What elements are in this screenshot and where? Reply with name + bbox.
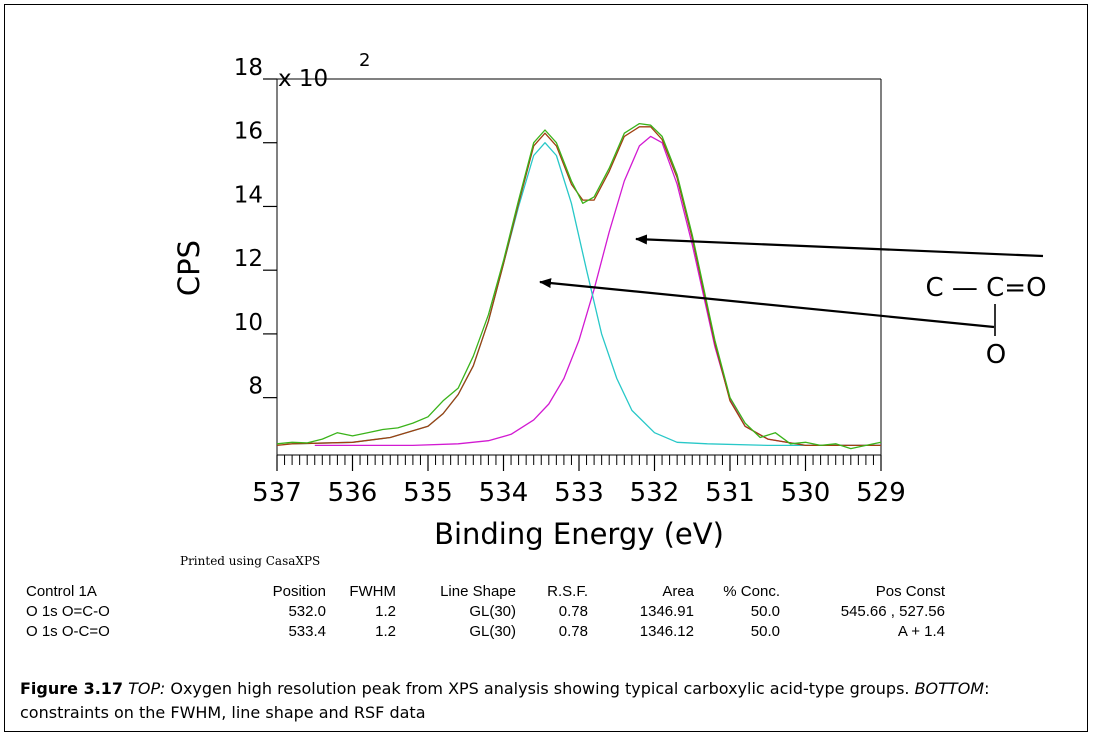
caption-bottom-word: BOTTOM: [914, 679, 985, 698]
table-cell: GL(30): [469, 602, 516, 620]
table-cell: 50.0: [750, 602, 780, 620]
x-tick-label: 537: [252, 478, 302, 508]
table-cell: O 1s O=C-O: [26, 602, 110, 620]
table-cell: 532.0: [288, 602, 326, 620]
table-cell: 0.78: [558, 622, 588, 640]
x-tick-label: 533: [554, 478, 604, 508]
arrow-to-532-peak: [635, 234, 1044, 258]
x-tick-label: 530: [781, 478, 831, 508]
caption-top-text: Oxygen high resolution peak from XPS ana…: [165, 679, 915, 698]
caption-label: Figure 3.17: [20, 679, 124, 698]
x-tick-label: 536: [328, 478, 378, 508]
peak-table: Control 1A Position FWHM Line Shape R.S.…: [26, 581, 945, 641]
table-cell: 1.2: [375, 622, 396, 640]
table-header-cell: Pos Const: [875, 582, 945, 600]
series-line-1: [292, 142, 881, 447]
table-header-cell: Line Shape: [440, 582, 516, 600]
series-layer: [276, 122, 882, 450]
x-major-ticks: 537 536 535 534 533 532 531 530 529: [252, 455, 906, 508]
y-major-ticks: 18 16 14 12 10 8: [234, 55, 277, 400]
series-line-0: [314, 135, 881, 447]
arrow-to-533-peak: [539, 278, 995, 329]
table-cell: GL(30): [469, 622, 516, 640]
table-cell: 545.66 , 527.56: [840, 602, 945, 620]
x-tick-label: 535: [403, 478, 453, 508]
plot-area: [276, 78, 882, 456]
y-tick-label: 16: [234, 119, 263, 145]
table-header-cell: Control 1A: [26, 582, 97, 600]
y-multiplier-exponent: 2: [359, 50, 370, 71]
table-header-cell: Area: [662, 582, 694, 600]
structure-label-o: O: [986, 340, 1006, 370]
y-tick-label: 18: [234, 55, 263, 81]
caption-top-word: TOP:: [128, 679, 166, 698]
xps-chart: 537 536 535 534 533 532 531 530 529 18161412108 …: [172, 50, 1047, 551]
structure-label-c-c-o: C — C=O: [925, 273, 1046, 303]
x-tick-label: 531: [705, 478, 755, 508]
table-header-cell: FWHM: [349, 582, 396, 600]
y-multiplier: x 10: [278, 66, 328, 92]
table-cell: 0.78: [558, 602, 588, 620]
y-tick-label: 10: [234, 310, 263, 336]
table-cell: 1346.91: [639, 602, 694, 620]
table-cell: A + 1.4: [897, 622, 945, 640]
table-header-cell: Position: [272, 582, 326, 600]
x-tick-label: 532: [630, 478, 680, 508]
x-tick-label: 534: [479, 478, 529, 508]
table-header-cell: R.S.F.: [547, 582, 588, 600]
table-cell: 533.4: [288, 622, 326, 640]
y-axis-label: CPS: [172, 240, 206, 296]
y-tick-label: 8: [248, 374, 263, 400]
table-cell: 50.0: [750, 622, 780, 640]
caption-bottom-text: : constraints on the FWHM, line shape an…: [20, 679, 990, 722]
table-row: O 1s O=C-O 532.0 1.2 GL(30) 0.78 1346.91…: [26, 601, 945, 621]
x-axis-label: Binding Energy (eV): [434, 517, 724, 551]
table-header-cell: % Conc.: [723, 582, 780, 600]
x-tick-label: 529: [856, 478, 906, 508]
y-tick-label: 12: [234, 246, 263, 272]
y-tick-label: 14: [234, 182, 263, 208]
table-cell: 1346.12: [639, 622, 694, 640]
x-minor-ticks: [284, 455, 874, 465]
table-row: O 1s O-C=O 533.4 1.2 GL(30) 0.78 1346.12…: [26, 621, 945, 641]
figure-frame: [4, 4, 1088, 732]
table-cell: O 1s O-C=O: [26, 622, 110, 640]
series-line-3: [276, 122, 882, 450]
printed-using-note: Printed using CasaXPS: [180, 554, 321, 568]
figure-caption: Figure 3.17 TOP: Oxygen high resolution …: [20, 677, 1070, 725]
table-cell: 1.2: [375, 602, 396, 620]
table-header-row: Control 1A Position FWHM Line Shape R.S.…: [26, 581, 945, 601]
